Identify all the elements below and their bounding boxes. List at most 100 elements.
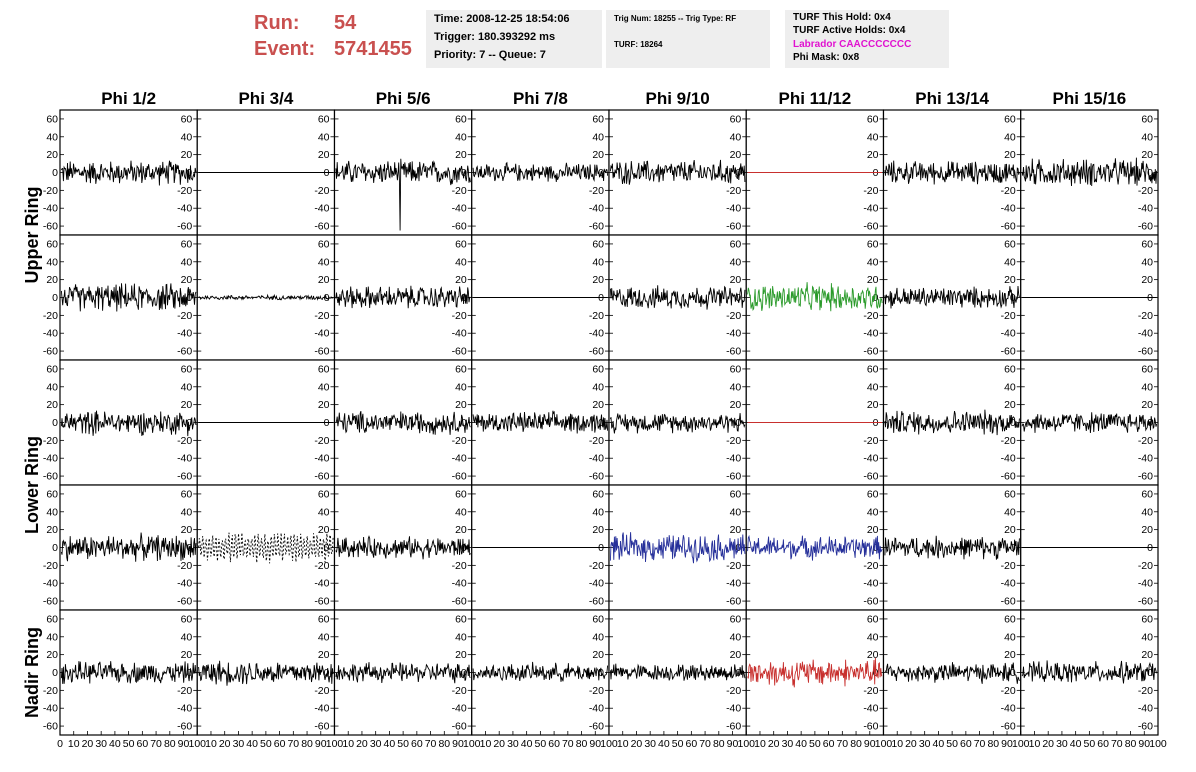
y-tick-label: 0 [873, 542, 879, 554]
y-tick-label: 60 [867, 488, 879, 500]
y-tick-label: -20 [43, 435, 58, 447]
x-tick-label: 20 [631, 738, 643, 750]
y-tick-label: -40 [1138, 703, 1153, 715]
y-tick-label: -40 [1138, 328, 1153, 340]
y-tick-label: 0 [52, 542, 58, 554]
y-tick-label: -60 [314, 346, 329, 358]
y-tick-label: 20 [318, 274, 330, 286]
y-tick-label: 20 [181, 399, 193, 411]
y-tick-label: -20 [726, 185, 741, 197]
y-tick-label: -40 [1001, 203, 1016, 215]
y-tick-label: 60 [455, 488, 467, 500]
y-tick-label: -60 [452, 471, 467, 483]
y-tick-label: -20 [863, 310, 878, 322]
event-label: Event: [254, 38, 316, 60]
x-tick-label: 100 [1012, 738, 1030, 750]
event-line: Event: 5741455 [254, 38, 412, 61]
trig-num-text: Trig Num: 18255 -- Trig Type: RF [614, 14, 737, 23]
y-tick-label: 40 [1004, 381, 1016, 393]
y-tick-label: 60 [867, 363, 879, 375]
y-tick-label: -60 [1138, 221, 1153, 233]
y-tick-label: 20 [1141, 399, 1153, 411]
y-tick-label: 40 [592, 256, 604, 268]
column-header: Phi 3/4 [238, 89, 293, 108]
y-tick-label: -40 [726, 328, 741, 340]
y-tick-label: 0 [324, 542, 330, 554]
y-tick-label: -60 [452, 721, 467, 733]
y-tick-label: 60 [1004, 238, 1016, 250]
waveform-trace [884, 662, 1020, 684]
waveform-trace [609, 413, 746, 434]
y-tick-label: 0 [324, 667, 330, 679]
row-group-label: Lower Ring [22, 436, 42, 534]
y-tick-label: 20 [455, 274, 467, 286]
x-tick-label: 30 [95, 738, 107, 750]
y-tick-label: -40 [863, 453, 878, 465]
y-tick-label: 40 [867, 256, 879, 268]
y-tick-label: -60 [1138, 596, 1153, 608]
y-tick-label: 40 [592, 506, 604, 518]
waveform-trace [60, 283, 197, 312]
waveform-trace [609, 532, 746, 564]
x-tick-label: 80 [576, 738, 588, 750]
column-header: Phi 1/2 [101, 89, 156, 108]
time-text: Time: 2008-12-25 18:54:06 [434, 13, 570, 25]
y-tick-label: 40 [1141, 631, 1153, 643]
x-tick-label: 60 [823, 738, 835, 750]
y-tick-label: -20 [314, 310, 329, 322]
y-tick-label: -20 [863, 185, 878, 197]
panel-frame [745, 609, 885, 736]
waveform-trace [335, 662, 471, 684]
x-tick-label: 20 [905, 738, 917, 750]
y-tick-label: -20 [863, 685, 878, 697]
y-tick-label: -60 [177, 721, 192, 733]
y-tick-label: -40 [1138, 203, 1153, 215]
waveform-trace [472, 661, 609, 682]
y-tick-label: -20 [589, 310, 604, 322]
y-tick-label: 40 [181, 256, 193, 268]
y-tick-label: 20 [730, 399, 742, 411]
x-tick-label: 30 [919, 738, 931, 750]
waveform-trace [335, 285, 471, 309]
row-group-label: Nadir Ring [22, 627, 42, 718]
y-tick-label: -60 [1001, 721, 1016, 733]
y-tick-label: 60 [1141, 113, 1153, 125]
x-tick-label: 30 [233, 738, 245, 750]
y-tick-label: 60 [181, 488, 193, 500]
y-tick-label: -40 [1001, 703, 1016, 715]
y-tick-label: 60 [318, 488, 330, 500]
y-tick-label: 20 [46, 149, 58, 161]
y-tick-label: -40 [1001, 453, 1016, 465]
y-tick-label: 40 [592, 631, 604, 643]
x-tick-label: 10 [754, 738, 766, 750]
y-tick-label: 0 [1010, 167, 1016, 179]
y-tick-label: -40 [452, 328, 467, 340]
x-tick-label: 100 [1149, 738, 1167, 750]
x-tick-label: 100 [600, 738, 618, 750]
y-tick-label: -60 [589, 471, 604, 483]
y-tick-label: 20 [730, 274, 742, 286]
x-tick-label: 60 [548, 738, 560, 750]
y-tick-label: 60 [592, 238, 604, 250]
x-tick-label: 100 [875, 738, 893, 750]
y-tick-label: 0 [186, 417, 192, 429]
y-tick-label: 60 [1141, 363, 1153, 375]
panel-frame [333, 109, 473, 236]
y-tick-label: -40 [314, 453, 329, 465]
y-tick-label: -20 [1001, 310, 1016, 322]
y-tick-label: 0 [1147, 167, 1153, 179]
y-tick-label: -60 [314, 596, 329, 608]
y-tick-label: 20 [181, 524, 193, 536]
y-tick-label: -20 [43, 310, 58, 322]
y-tick-label: 60 [1004, 488, 1016, 500]
y-tick-label: -40 [43, 203, 58, 215]
waveform-trace [747, 657, 883, 688]
y-tick-label: 40 [730, 631, 742, 643]
y-tick-label: 60 [181, 363, 193, 375]
trig-info-box: Trig Num: 18255 -- Trig Type: RF TURF: 1… [606, 10, 770, 68]
x-tick-label: 80 [301, 738, 313, 750]
y-tick-label: -40 [863, 203, 878, 215]
y-tick-label: -60 [726, 346, 741, 358]
y-tick-label: 40 [46, 256, 58, 268]
column-header: Phi 15/16 [1053, 89, 1127, 108]
